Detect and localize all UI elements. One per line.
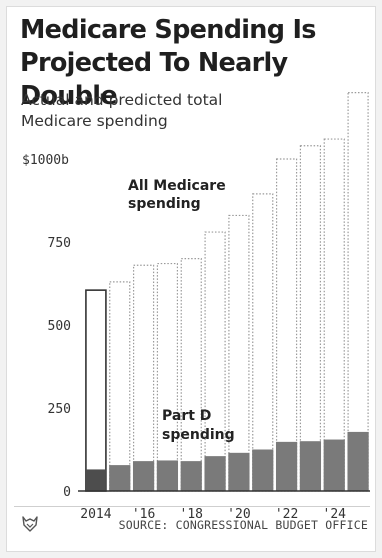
- medicare-total-bar: [85, 289, 107, 492]
- part-d-bar: [299, 441, 322, 491]
- part-d-bar: [323, 439, 345, 491]
- y-tick-label: 500: [48, 319, 71, 334]
- medicare-total-bar: [252, 193, 274, 492]
- medicare-total-bar: [132, 264, 155, 492]
- medicare-total-bar: [228, 214, 250, 492]
- source-note: SOURCE: CONGRESSIONAL BUDGET OFFICE: [118, 518, 368, 532]
- x-tick-label: '24: [323, 507, 347, 522]
- medicare-total-bar: [275, 158, 298, 492]
- subtitle-line-2: Medicare spending: [21, 112, 168, 130]
- medicare-total-bar: [299, 145, 322, 492]
- medicare-total-bar: [180, 258, 202, 492]
- part-d-bar: [109, 465, 131, 491]
- fox-logo-icon: [22, 516, 38, 532]
- y-tick-label: 0: [63, 485, 71, 500]
- y-tick-label: 250: [48, 402, 71, 417]
- part-d-bar: [252, 449, 274, 491]
- footer-divider: [14, 506, 370, 507]
- x-tick-label: '16: [132, 507, 155, 522]
- subtitle-line-1: Actual and predicted total: [21, 91, 223, 109]
- x-tick-label: '22: [275, 507, 298, 522]
- part-d-bar: [156, 460, 179, 491]
- medicare-total-bar: [156, 262, 179, 492]
- part-d-bar: [204, 456, 226, 491]
- annotation-part-d-2: spending: [162, 427, 235, 443]
- part-d-bar: [228, 452, 250, 491]
- x-tick-label: '20: [227, 507, 250, 522]
- medicare-total-bar: [204, 231, 226, 492]
- part-d-bar: [85, 469, 106, 491]
- y-tick-label: $1000b: [22, 153, 69, 168]
- medicare-total-bar: [109, 281, 131, 492]
- x-tick-label: '18: [180, 507, 203, 522]
- chart-title: Medicare Spending Is Projected To Nearly…: [20, 14, 370, 113]
- y-tick-label: 750: [48, 236, 71, 251]
- x-tick-label: 2014: [80, 507, 111, 522]
- part-d-bar: [132, 461, 155, 491]
- annotation-all-medicare: All Medicare: [128, 178, 226, 194]
- title-line-2: Projected To Nearly Double: [20, 48, 288, 111]
- annotation-part-d: Part D: [162, 408, 211, 424]
- medicare-total-bar: [323, 138, 345, 492]
- title-line-1: Medicare Spending Is: [20, 15, 316, 45]
- chart-subtitle: Actual and predicted total Medicare spen…: [21, 90, 321, 132]
- medicare-total-bar: [347, 91, 369, 492]
- part-d-bar: [347, 431, 369, 491]
- part-d-bar: [275, 441, 298, 491]
- annotation-all-medicare-2: spending: [128, 196, 201, 212]
- part-d-bar: [180, 461, 202, 491]
